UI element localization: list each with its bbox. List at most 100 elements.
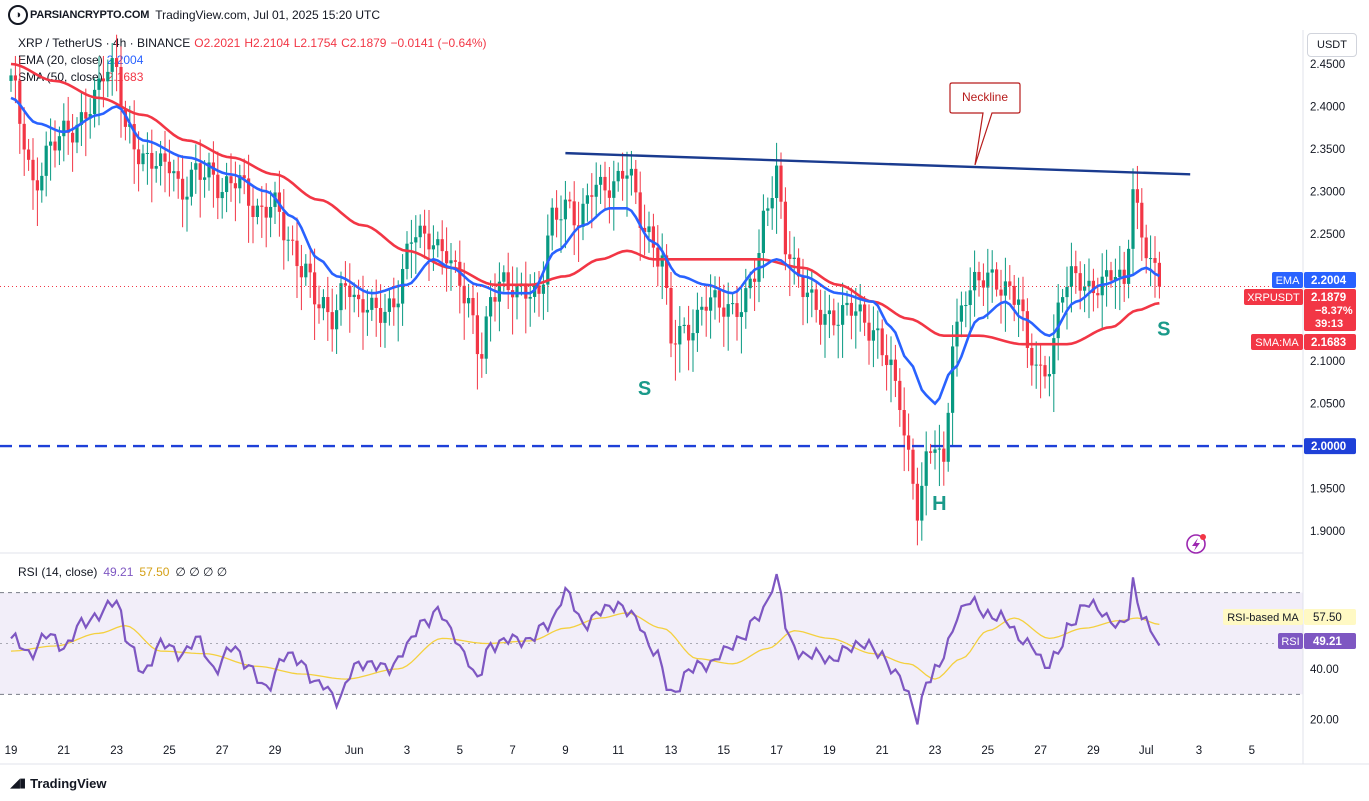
candle-body xyxy=(1012,285,1016,305)
candle-body xyxy=(621,170,625,179)
candle-body xyxy=(321,297,325,309)
rsi-tick-label: 40.00 xyxy=(1310,664,1339,676)
candle-body xyxy=(1061,297,1065,303)
candle-body xyxy=(489,297,493,317)
last-price-label-sub: −8.37% xyxy=(1315,305,1353,317)
candle-body xyxy=(1131,189,1135,249)
candle-body xyxy=(625,175,629,179)
candle-body xyxy=(651,226,655,248)
price-tick-label: 2.1000 xyxy=(1310,356,1345,368)
candle-body xyxy=(163,153,167,162)
currency-button[interactable]: USDT xyxy=(1307,33,1357,57)
price-tick-label: 2.3000 xyxy=(1310,186,1345,198)
candle-body xyxy=(748,278,752,289)
candle-body xyxy=(810,289,814,293)
candle-body xyxy=(383,311,387,323)
candle-body xyxy=(942,448,946,462)
candle-body xyxy=(973,271,977,291)
time-tick-label: 5 xyxy=(1249,745,1255,757)
candle-body xyxy=(995,269,999,290)
candle-body xyxy=(858,304,862,312)
candle-body xyxy=(1096,293,1100,296)
candle-body xyxy=(1105,270,1109,277)
candle-body xyxy=(1047,374,1051,377)
rsi-ma-value-bg xyxy=(1304,609,1356,625)
candle-body xyxy=(295,240,299,267)
candle-body xyxy=(673,343,677,345)
last-price-label-name: XRPUSDT xyxy=(1247,292,1300,304)
candle-body xyxy=(783,201,787,255)
rsi-ma-name: RSI-based MA xyxy=(1227,612,1299,624)
last-price-label-sub: 39:13 xyxy=(1315,318,1343,330)
candle-body xyxy=(44,145,48,176)
candle-body xyxy=(216,174,220,199)
candle-body xyxy=(726,304,730,317)
candle-body xyxy=(119,66,123,110)
candle-body xyxy=(1118,269,1122,278)
candle-body xyxy=(97,78,101,90)
candle-body xyxy=(31,159,35,181)
candle-body xyxy=(924,451,928,486)
candle-body xyxy=(62,120,66,137)
candle-body xyxy=(18,80,22,124)
sma-price-label: SMA:MA 2.1683 xyxy=(1251,334,1356,350)
candle-body xyxy=(436,239,440,246)
price-tick-label: 2.4500 xyxy=(1310,59,1345,71)
candle-body xyxy=(335,310,339,330)
candle-body xyxy=(700,306,704,310)
candle-body xyxy=(203,177,207,180)
time-tick-label: 23 xyxy=(110,745,123,757)
candle-body xyxy=(779,165,783,202)
candle-body xyxy=(1083,286,1087,291)
rsi-ma-line xyxy=(10,612,1160,680)
candle-body xyxy=(247,178,251,206)
ema-legend-label[interactable]: EMA (20, close) xyxy=(18,53,103,67)
time-tick-label: 13 xyxy=(665,745,678,757)
candle-body xyxy=(154,166,158,169)
neckline-callout: Neckline xyxy=(949,82,1021,166)
candle-body xyxy=(951,346,955,413)
rsi-legend-label[interactable]: RSI (14, close) xyxy=(18,565,98,579)
event-icon xyxy=(1186,534,1206,554)
candle-body xyxy=(792,257,796,260)
candle-body xyxy=(40,175,44,191)
event-dot xyxy=(1200,534,1206,540)
candle-body xyxy=(885,355,889,366)
candle-body xyxy=(79,112,83,125)
candle-body xyxy=(1087,280,1091,287)
logo-icon: ◑ xyxy=(8,5,28,25)
candle-body xyxy=(559,219,563,221)
tradingview-footer: ◢▮ TradingView xyxy=(10,775,107,791)
candle-body xyxy=(282,211,286,241)
candle-body xyxy=(229,176,233,184)
candle-body xyxy=(207,162,211,178)
ohlc-high: H2.2104 xyxy=(244,36,290,50)
candle-body xyxy=(911,449,915,484)
candle-body xyxy=(731,303,735,305)
candle-body xyxy=(440,239,444,252)
price-tick-label: 2.3500 xyxy=(1310,144,1345,156)
candle-body xyxy=(682,324,686,326)
candle-body xyxy=(1025,311,1029,348)
candle-body xyxy=(317,304,321,309)
candle-body xyxy=(770,198,774,209)
candle-body xyxy=(71,132,75,143)
ema-price-label-name-bg xyxy=(1272,272,1303,288)
symbol-title[interactable]: XRP / TetherUS · 4h · BINANCE xyxy=(18,36,191,50)
time-tick-label: 19 xyxy=(5,745,18,757)
candle-body xyxy=(695,309,699,334)
candle-body xyxy=(1017,299,1021,305)
rsi-ma-value: 57.50 xyxy=(1313,612,1342,624)
candle-body xyxy=(467,297,471,304)
candle-body xyxy=(594,184,598,197)
last-price-label: XRPUSDT 2.1879−8.37%39:13 xyxy=(1244,289,1356,331)
candle-body xyxy=(788,254,792,260)
time-tick-label: 25 xyxy=(163,745,176,757)
candle-body xyxy=(225,176,229,193)
rsi-ma-price-label: RSI-based MA 57.50 xyxy=(1223,609,1356,625)
candle-body xyxy=(876,328,880,331)
rsi-legend-value: 49.21 xyxy=(103,565,134,579)
candle-body xyxy=(176,171,180,179)
sma-legend-label[interactable]: SMA (50, close) xyxy=(18,70,103,84)
